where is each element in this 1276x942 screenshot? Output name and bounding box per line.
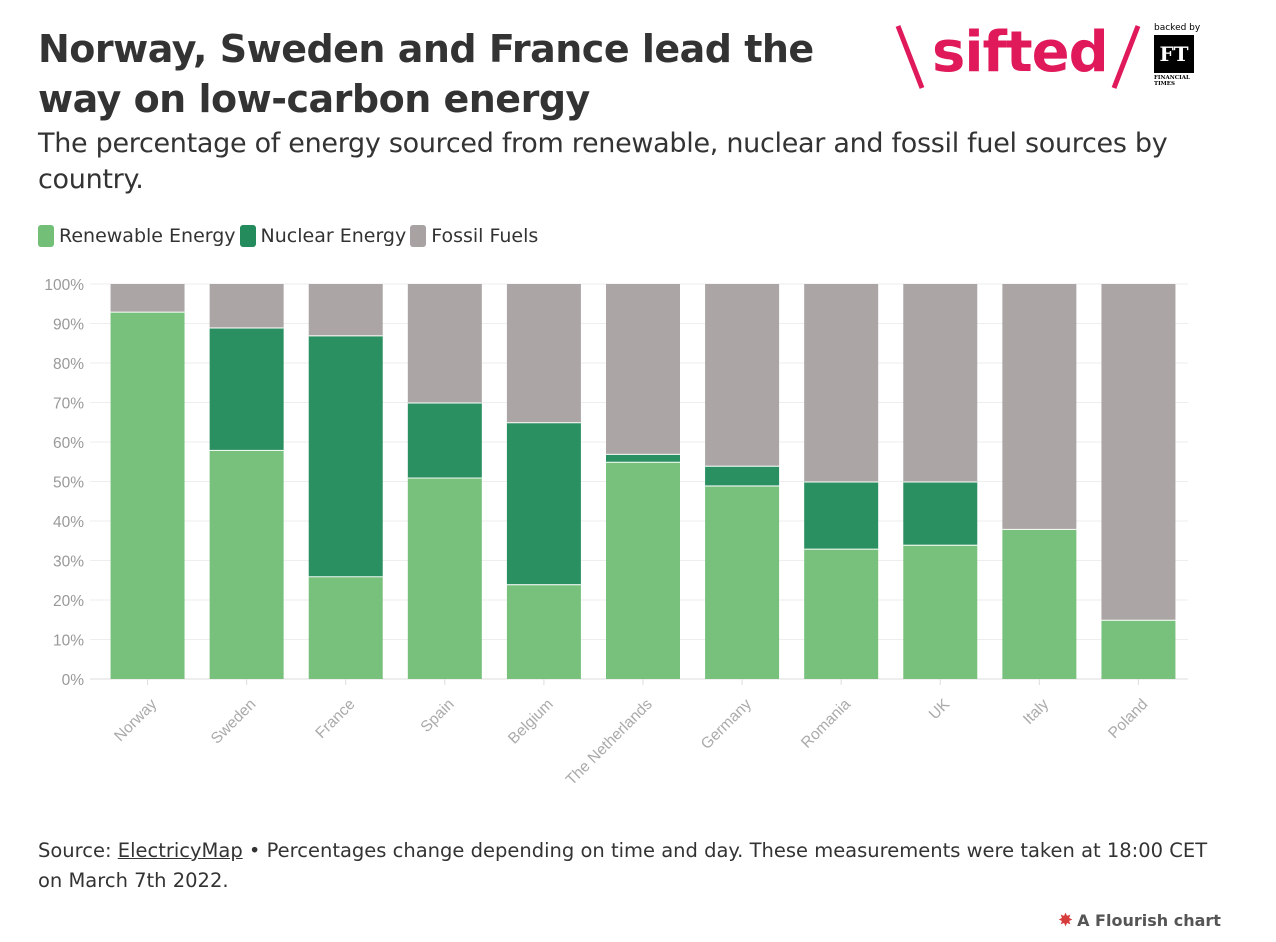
footer-note-text: • Percentages change depending on time a… xyxy=(38,839,1208,892)
x-tick-label: Belgium xyxy=(505,696,557,748)
bar-segment xyxy=(804,284,879,482)
ft-caption: FINANCIAL TIMES xyxy=(1154,75,1190,87)
y-tick-label: 20% xyxy=(53,593,84,610)
footer-note: Source: ElectricyMap • Percentages chang… xyxy=(38,836,1218,896)
legend-label-nuclear: Nuclear Energy xyxy=(260,225,407,247)
y-tick-label: 50% xyxy=(53,475,84,492)
legend-item-renewable[interactable]: Renewable Energy xyxy=(38,224,236,248)
chart-subtitle: The percentage of energy sourced from re… xyxy=(38,128,1168,195)
bar-segment xyxy=(903,544,978,679)
legend-label-renewable: Renewable Energy xyxy=(59,225,236,247)
logo-slashes xyxy=(895,25,1141,89)
bar-segment xyxy=(209,449,284,679)
x-tick-label: France xyxy=(312,696,358,742)
bar-segment xyxy=(606,461,680,679)
stacked-bar-chart: 0% 10% 20% 30% 40% 50% 60% 70% 80% 90% 100% Norway S… xyxy=(44,277,1188,789)
bar-segment xyxy=(1002,284,1077,529)
bar-segment xyxy=(1101,619,1176,679)
x-tick-label: Italy xyxy=(1020,696,1052,728)
flourish-icon: ✸ xyxy=(1058,910,1074,931)
legend-label-fossil: Fossil Fuels xyxy=(431,225,539,247)
bar-segment xyxy=(407,402,482,478)
bar-segment xyxy=(308,284,383,336)
bar-segment xyxy=(209,284,284,328)
bar-segment xyxy=(1101,284,1176,620)
legend-swatch-fossil xyxy=(410,225,427,247)
x-tick-label: Poland xyxy=(1105,696,1151,742)
source-link[interactable]: ElectricyMap xyxy=(117,839,243,862)
flourish-label: A Flourish chart xyxy=(1077,911,1221,930)
y-tick-label: 80% xyxy=(53,356,84,373)
bar-segment xyxy=(606,453,680,462)
bar-segment xyxy=(804,481,879,549)
y-tick-label: 10% xyxy=(53,633,84,650)
x-tick-label: Romania xyxy=(798,696,854,752)
bar-segment xyxy=(903,481,978,545)
y-tick-label: 90% xyxy=(53,317,84,334)
legend-swatch-nuclear xyxy=(239,225,256,247)
y-tick-label: 60% xyxy=(53,435,84,452)
x-tick-label: Spain xyxy=(418,696,458,736)
flourish-attribution[interactable]: ✸ A Flourish chart xyxy=(1058,910,1221,931)
bar-segment xyxy=(308,335,383,577)
legend-item-nuclear[interactable]: Nuclear Energy xyxy=(239,224,407,248)
bar-segment xyxy=(407,284,482,403)
chart-title: Norway, Sweden and France lead the way o… xyxy=(38,27,814,121)
bar-segment xyxy=(506,284,581,423)
bar-segment xyxy=(209,327,284,450)
bar-segment xyxy=(110,284,185,312)
legend-item-fossil[interactable]: Fossil Fuels xyxy=(410,224,538,248)
y-tick-label: 70% xyxy=(53,396,84,413)
sifted-wordmark: sifted xyxy=(932,20,1109,85)
bar-segment xyxy=(308,576,383,679)
bar-segment xyxy=(705,284,780,466)
bar-segment xyxy=(110,311,185,679)
bar-segment xyxy=(506,584,581,679)
ft-logo: FT xyxy=(1154,35,1194,73)
source-prefix: Source: xyxy=(38,839,118,862)
y-tick-label: 40% xyxy=(53,514,84,531)
x-tick-label: Germany xyxy=(698,696,755,753)
bar-segment xyxy=(804,548,879,679)
bar-segment xyxy=(705,465,780,486)
bar-segment xyxy=(1002,528,1077,679)
x-tick-label: The Netherlands xyxy=(563,696,656,789)
y-tick-label: 100% xyxy=(44,277,84,294)
x-tick-label: Sweden xyxy=(208,696,260,748)
y-tick-label: 0% xyxy=(62,672,85,689)
bar-segment xyxy=(606,284,680,454)
bar-segment xyxy=(903,284,978,482)
x-tick-label: UK xyxy=(926,695,954,723)
legend: Renewable Energy Nuclear Energy Fossil F… xyxy=(38,224,542,248)
bar-segment xyxy=(705,485,780,679)
legend-swatch-renewable xyxy=(38,225,54,247)
bar-segment xyxy=(506,422,581,585)
bar-segment xyxy=(407,477,482,679)
y-tick-label: 30% xyxy=(53,554,84,571)
backed-by-label: backed by xyxy=(1154,23,1201,33)
x-tick-label: Norway xyxy=(111,696,160,745)
